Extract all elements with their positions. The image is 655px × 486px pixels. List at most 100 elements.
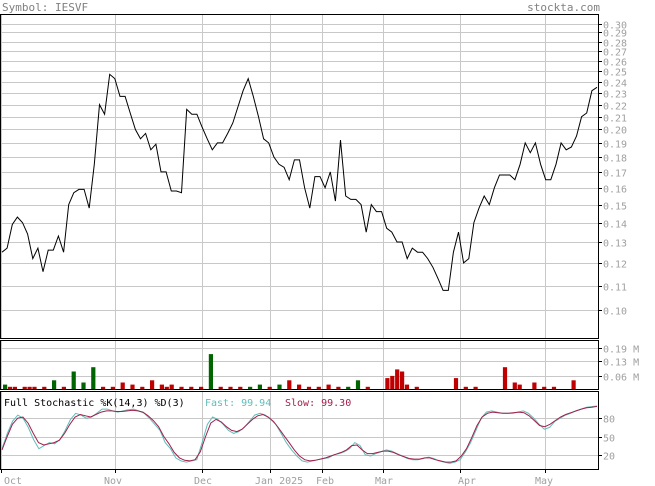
price-y-tick-label: 0.24 <box>603 79 627 90</box>
x-tick-label: Apr <box>458 476 476 486</box>
x-tick-label: Mar <box>375 476 393 486</box>
volume-bar <box>532 382 537 389</box>
volume-bar <box>164 386 169 389</box>
price-y-tick-label: 0.13 <box>603 239 627 250</box>
volume-bar <box>355 380 361 389</box>
stochastic-frame <box>0 391 599 470</box>
price-y-tick-label: 0.23 <box>603 90 627 101</box>
price-y-tick-label: 0.21 <box>603 114 627 125</box>
price-y-tick-label: 0.11 <box>603 283 627 294</box>
volume-bar <box>385 378 390 389</box>
price-y-tick-label: 0.19 <box>603 140 627 151</box>
price-y-tick-label: 0.27 <box>603 48 627 59</box>
volume-bar <box>91 367 96 389</box>
volume-bar <box>120 382 125 389</box>
volume-bar <box>316 386 321 389</box>
volume-bar <box>42 386 47 389</box>
price-y-tick-label: 0.26 <box>603 58 627 69</box>
volume-bar <box>199 386 204 389</box>
stochastic-panel: Full Stochastic %K(14,3) %D(3) Fast: 99.… <box>0 391 615 470</box>
volume-bar <box>463 386 468 389</box>
volume-bar <box>71 371 76 389</box>
volume-bar <box>346 386 351 389</box>
price-frame <box>0 14 599 339</box>
volume-bar <box>267 386 272 389</box>
price-y-tick-label: 0.22 <box>603 102 627 113</box>
price-y-tick-label: 0.10 <box>603 307 627 318</box>
volume-bar <box>257 384 262 389</box>
price-panel: 0.300.290.280.270.260.250.240.230.220.21… <box>0 14 627 339</box>
volume-bar <box>208 354 213 389</box>
x-axis: Oct Nov Dec Jan 2025 Feb Mar Apr May <box>1 469 553 486</box>
volume-bar <box>101 386 106 389</box>
volume-bar <box>179 386 184 389</box>
volume-bar <box>395 369 400 389</box>
stochastic-y-tick-label: 50 <box>603 434 615 445</box>
volume-bar <box>150 380 155 389</box>
symbol-label: Symbol: IESVF <box>2 1 89 14</box>
volume-bar <box>12 386 17 389</box>
price-line <box>1 73 598 291</box>
volume-bar <box>3 384 8 389</box>
volume-bar <box>81 382 86 389</box>
volume-bar <box>140 386 145 389</box>
volume-panel: 0.19 M 0.13 M 0.06 M <box>0 340 639 390</box>
volume-y-tick-label: 0.06 M <box>603 373 639 384</box>
volume-bar <box>110 386 115 389</box>
stochastic-title: Full Stochastic %K(14,3) %D(3) <box>4 398 185 409</box>
x-tick-label: Feb <box>316 476 334 486</box>
volume-bar <box>390 375 395 389</box>
price-y-tick-label: 0.20 <box>603 126 627 137</box>
volume-bar <box>297 384 302 389</box>
volume-bar <box>551 386 557 389</box>
volume-bar <box>189 386 194 389</box>
volume-bar <box>130 384 135 389</box>
volume-y-tick-label: 0.13 M <box>603 358 639 369</box>
volume-bar <box>453 378 459 389</box>
volume-bar <box>238 386 243 389</box>
x-tick-label: Dec <box>194 476 212 486</box>
price-y-tick-label: 0.14 <box>603 220 627 231</box>
volume-bar <box>52 380 57 389</box>
stochastic-y-tick-label: 80 <box>603 415 615 426</box>
volume-bar <box>336 386 341 389</box>
volume-bar <box>27 386 32 389</box>
volume-bar <box>287 380 292 389</box>
stochastic-y-axis: 80 50 20 <box>598 415 615 463</box>
x-tick-label: Jan 2025 <box>255 476 303 486</box>
price-y-tick-label: 0.17 <box>603 169 627 180</box>
volume-bar <box>517 384 522 389</box>
volume-bar <box>7 386 13 389</box>
volume-bar <box>473 386 478 389</box>
volume-bar <box>326 384 331 389</box>
volume-bar <box>22 386 27 389</box>
volume-bar <box>169 384 174 389</box>
volume-bar <box>414 386 419 389</box>
volume-y-tick-label: 0.19 M <box>603 345 639 356</box>
volume-bar <box>218 386 223 389</box>
price-y-tick-label: 0.15 <box>603 202 627 213</box>
volume-bar <box>542 386 547 389</box>
volume-bar <box>400 371 405 389</box>
volume-bar <box>571 380 576 389</box>
volume-bar <box>404 384 410 389</box>
volume-y-axis: 0.19 M 0.13 M 0.06 M <box>598 345 639 384</box>
price-y-tick-label: 0.18 <box>603 154 627 165</box>
fast-label: Fast: 99.94 <box>205 398 271 409</box>
price-y-tick-label: 0.16 <box>603 185 627 196</box>
volume-bars <box>3 354 576 389</box>
volume-bar <box>32 386 37 389</box>
stochastic-y-tick-label: 20 <box>603 452 615 463</box>
volume-bar <box>61 386 66 389</box>
volume-bar <box>365 386 370 389</box>
fast-k-line <box>1 405 598 464</box>
volume-bar <box>228 386 233 389</box>
volume-bar <box>159 384 164 389</box>
site-label[interactable]: stockta.com <box>527 1 600 14</box>
volume-bar <box>306 386 312 389</box>
volume-bar <box>248 386 253 389</box>
slow-label: Slow: 99.30 <box>285 398 351 409</box>
slow-d-line <box>1 405 598 463</box>
volume-bar <box>512 382 517 389</box>
